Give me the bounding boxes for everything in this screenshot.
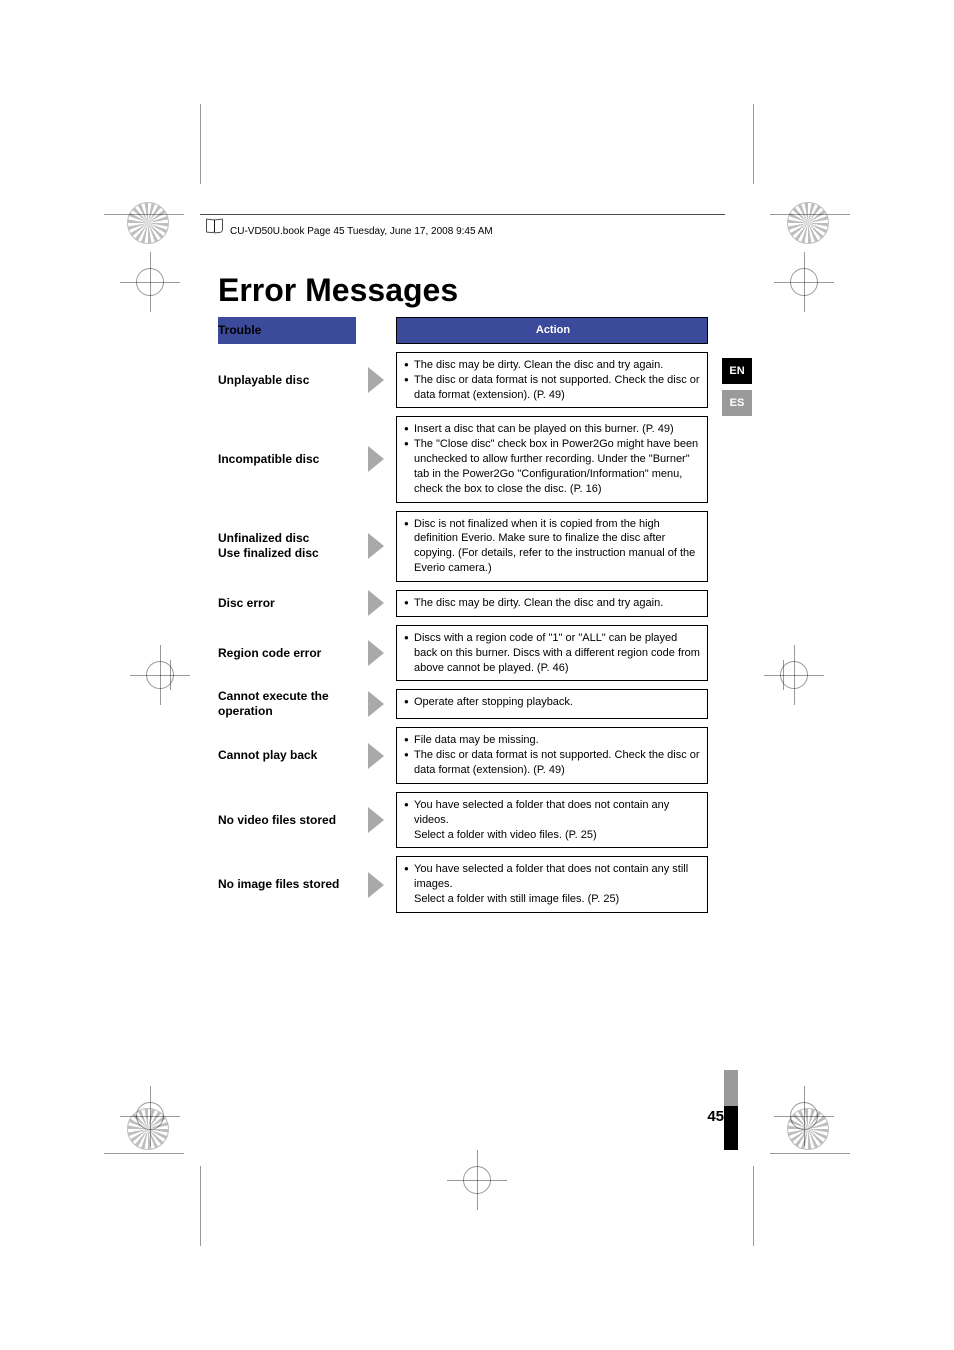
action-item: The disc may be dirty. Clean the disc an… [414, 358, 701, 373]
arrow-cell [356, 511, 396, 582]
action-item: The disc or data format is not supported… [414, 748, 701, 778]
action-cell: Insert a disc that can be played on this… [396, 416, 708, 502]
page-content: Error Messages Trouble Action Unplayable… [200, 210, 760, 913]
arrow-icon [368, 691, 384, 717]
th-spacer [356, 317, 396, 344]
action-subtext: Select a folder with still image files. … [414, 892, 701, 907]
table-rows: Unplayable disc The disc may be dirty. Cl… [218, 352, 708, 913]
reg-mark [117, 192, 177, 252]
trouble-cell: No image files stored [218, 856, 356, 913]
action-item: Operate after stopping playback. [414, 695, 701, 710]
action-cell: Discs with a region code of "1" or "ALL"… [396, 625, 708, 682]
action-item: Insert a disc that can be played on this… [414, 422, 701, 437]
crop-line [783, 660, 784, 690]
action-subtext: Select a folder with video files. (P. 25… [414, 828, 701, 843]
arrow-cell [356, 856, 396, 913]
arrow-cell [356, 416, 396, 502]
arrow-cell [356, 590, 396, 617]
action-cell: You have selected a folder that does not… [396, 792, 708, 849]
arrow-icon [368, 640, 384, 666]
trouble-cell: No video files stored [218, 792, 356, 849]
trouble-cell: Cannot play back [218, 727, 356, 784]
action-item: Discs with a region code of "1" or "ALL"… [414, 631, 701, 676]
trouble-cell: Cannot execute the operation [218, 689, 356, 719]
arrow-cell [356, 625, 396, 682]
action-cell: Disc is not finalized when it is copied … [396, 511, 708, 582]
page-edge-tab [724, 1106, 738, 1150]
action-item: The disc may be dirty. Clean the disc an… [414, 596, 701, 611]
action-item: You have selected a folder that does not… [414, 862, 701, 892]
table-row: Unplayable disc The disc may be dirty. Cl… [218, 352, 708, 409]
arrow-icon [368, 590, 384, 616]
action-item: The disc or data format is not supported… [414, 373, 701, 403]
action-item: You have selected a folder that does not… [414, 798, 701, 828]
action-item: Disc is not finalized when it is copied … [414, 517, 701, 576]
arrow-icon [368, 533, 384, 559]
reg-mark [777, 192, 837, 252]
arrow-icon [368, 367, 384, 393]
crop-line [104, 1153, 184, 1154]
arrow-cell [356, 727, 396, 784]
arrow-icon [368, 807, 384, 833]
action-cell: Operate after stopping playback. [396, 689, 708, 719]
action-item: File data may be missing. [414, 733, 701, 748]
trouble-cell: Disc error [218, 590, 356, 617]
crop-line [104, 214, 184, 215]
crop-line [200, 104, 201, 184]
action-cell: The disc may be dirty. Clean the disc an… [396, 352, 708, 409]
arrow-cell [356, 352, 396, 409]
crop-line [770, 1153, 850, 1154]
crop-line [200, 1166, 201, 1246]
trouble-cell: Incompatible disc [218, 416, 356, 502]
arrow-cell [356, 689, 396, 719]
crop-line [170, 660, 171, 690]
arrow-icon [368, 446, 384, 472]
crop-line [753, 104, 754, 184]
action-cell: You have selected a folder that does not… [396, 856, 708, 913]
action-cell: The disc may be dirty. Clean the disc an… [396, 590, 708, 617]
page-title: Error Messages [218, 272, 760, 309]
table-row: Region code error Discs with a region cod… [218, 625, 708, 682]
th-trouble: Trouble [218, 317, 356, 344]
action-cell: File data may be missing.The disc or dat… [396, 727, 708, 784]
table-row: Unfinalized discUse finalized disc Disc i… [218, 511, 708, 582]
page-number: 45 [707, 1108, 724, 1125]
table-header: Trouble Action [218, 317, 708, 344]
crop-line [770, 214, 850, 215]
crop-line [753, 1166, 754, 1246]
arrow-icon [368, 743, 384, 769]
th-action: Action [396, 317, 708, 344]
table-row: Cannot play back File data may be missing… [218, 727, 708, 784]
table-row: Disc error The disc may be dirty. Clean t… [218, 590, 708, 617]
table-row: Incompatible disc Insert a disc that can … [218, 416, 708, 502]
table-row: No video files stored You have selected a… [218, 792, 708, 849]
trouble-cell: Region code error [218, 625, 356, 682]
trouble-cell: Unfinalized discUse finalized disc [218, 511, 356, 582]
table-row: No image files stored You have selected a… [218, 856, 708, 913]
trouble-cell: Unplayable disc [218, 352, 356, 409]
action-item: The "Close disc" check box in Power2Go m… [414, 437, 701, 496]
arrow-icon [368, 872, 384, 898]
table-row: Cannot execute the operation Operate afte… [218, 689, 708, 719]
arrow-cell [356, 792, 396, 849]
